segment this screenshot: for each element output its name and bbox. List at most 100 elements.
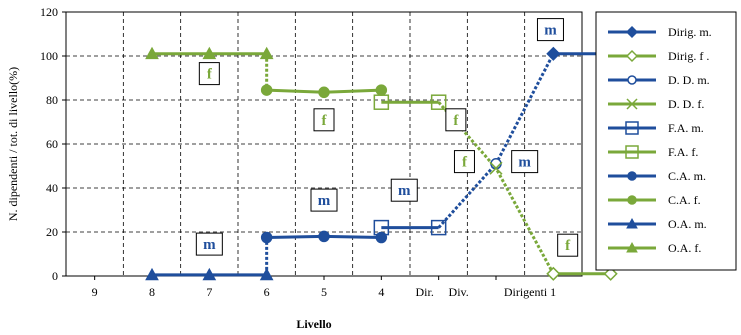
x-axis-ticks: 9 8 7 6 5 4 Dir. Div. Dirigenti 1 (92, 276, 556, 299)
annotation-box (313, 108, 335, 132)
legend-item: D. D. m. (608, 73, 710, 87)
legend-label: D. D. m. (668, 73, 710, 87)
x-tick-label: 8 (149, 285, 155, 299)
grid (66, 12, 582, 276)
annotation-box (511, 150, 539, 174)
legend-item: F.A. f. (608, 145, 698, 159)
data-point (318, 230, 330, 243)
x-axis-title: Livello (296, 317, 331, 331)
x-tick-label: 6 (264, 285, 270, 299)
annotation-box (557, 233, 579, 257)
x-tick-label: Dirigenti 1 (504, 285, 556, 299)
legend-label: D. D. f. (668, 97, 704, 111)
legend-label: O.A. m. (668, 217, 707, 231)
y-tick-label: 120 (40, 5, 58, 19)
legend-label: Dirig. m. (668, 25, 712, 39)
data-point (259, 267, 274, 281)
legend-item: Dirig. m. (608, 25, 712, 39)
data-point (259, 46, 274, 60)
annotation-label: f (453, 113, 459, 129)
annotation-label: m (318, 193, 331, 209)
data-point (626, 98, 638, 110)
annotation-label: m (398, 183, 411, 199)
annotation-label: f (565, 238, 571, 254)
legend-item: C.A. m. (608, 169, 706, 183)
y-axis-title: N. dipendenti / tot. di livello(%) (6, 67, 20, 221)
series-d-d-f- (489, 161, 503, 175)
data-point (625, 145, 639, 159)
data-point (260, 84, 273, 96)
data-point (546, 46, 561, 61)
legend-label: C.A. m. (668, 169, 706, 183)
series-c-a-m- (260, 230, 388, 244)
x-tick-label: 4 (378, 285, 384, 299)
data-point (625, 25, 639, 39)
annotation-label: m (544, 23, 557, 39)
legend: Dirig. m. Dirig. f . D. D. m. D. D. f. F.A. … (608, 25, 712, 255)
annotation-box (390, 178, 418, 202)
annotation-box (445, 108, 467, 132)
data-point (627, 171, 637, 181)
annotation-label: f (462, 155, 468, 171)
annotation-box (536, 18, 564, 42)
legend-label: F.A. m. (668, 121, 704, 135)
y-tick-label: 40 (46, 181, 58, 195)
x-tick-label: 9 (92, 285, 98, 299)
legend-label: F.A. f. (668, 145, 698, 159)
annotation-box (453, 150, 475, 174)
data-point (626, 241, 638, 253)
data-point (430, 219, 447, 236)
y-tick-label: 60 (46, 137, 58, 151)
data-point (603, 266, 618, 281)
data-point (546, 266, 561, 281)
data-point (625, 121, 639, 135)
legend-item: F.A. m. (608, 121, 704, 135)
annotation-label: m (518, 155, 531, 171)
y-tick-label: 80 (46, 93, 58, 107)
x-tick-label: 5 (321, 285, 327, 299)
data-point (489, 161, 503, 175)
series-c-a-f- (260, 84, 388, 99)
annotation-box (198, 62, 220, 86)
annotation-box (310, 188, 338, 212)
data-point (202, 267, 217, 281)
data-point (625, 49, 639, 63)
y-axis-ticks: 0 20 40 60 80 100 120 (40, 5, 66, 283)
data-point (430, 94, 447, 110)
data-point (145, 46, 159, 60)
data-point (375, 84, 388, 96)
legend-item: C.A. f. (608, 193, 701, 207)
series-dirig-f- (546, 266, 618, 281)
legend-item: Dirig. f . (608, 49, 709, 63)
connector-line (437, 53, 555, 229)
legend-label: O.A. f. (668, 241, 701, 255)
legend-item: O.A. m. (608, 217, 707, 231)
data-point (260, 231, 273, 244)
data-point (145, 267, 159, 281)
annotation-label: f (322, 113, 328, 129)
x-tick-label: 7 (206, 285, 212, 299)
y-tick-label: 100 (40, 49, 58, 63)
legend-frame (595, 11, 737, 271)
legend-item: D. D. f. (608, 97, 704, 111)
annotations: f m m f m f f m f m (195, 18, 579, 257)
annotation-box (195, 232, 223, 256)
y-tick-label: 20 (46, 225, 58, 239)
legend-label: Dirig. f . (668, 49, 709, 63)
legend-item: O.A. f. (608, 241, 701, 255)
series-o-a-m- (145, 267, 274, 281)
y-tick-label: 0 (52, 269, 58, 283)
annotation-label: f (207, 67, 213, 83)
annotation-label: m (203, 237, 216, 253)
data-point (627, 75, 637, 85)
connectors (265, 53, 555, 275)
data-point (626, 217, 638, 229)
data-point (202, 46, 217, 60)
legend-label: C.A. f. (668, 193, 701, 207)
series-o-a-f- (145, 46, 274, 60)
data-point (627, 195, 637, 205)
data-point (318, 86, 330, 99)
x-tick-label: Dir. (415, 285, 433, 299)
data-point (375, 231, 388, 244)
